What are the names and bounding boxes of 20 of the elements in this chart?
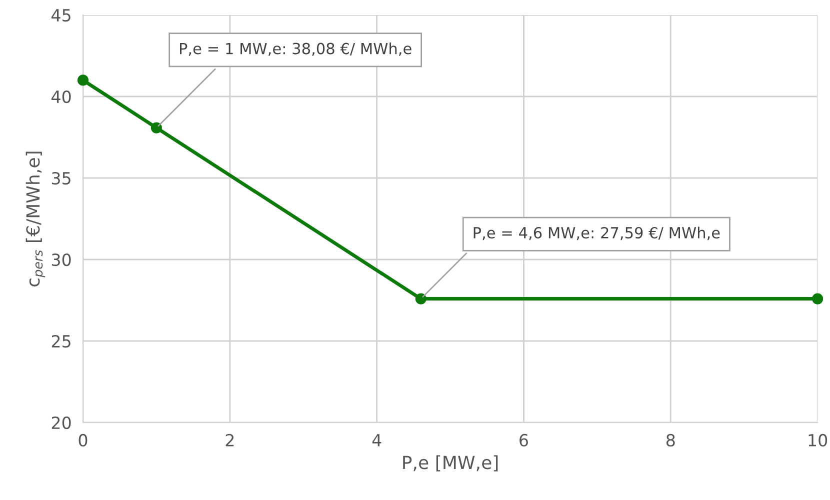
- x-tick-label: 6: [520, 434, 528, 447]
- x-tick-label: 2: [226, 434, 234, 446]
- y-tick-label: 35: [52, 172, 70, 185]
- x-tick-label: 0: [78, 434, 88, 447]
- x-tick-label: 4: [372, 434, 382, 446]
- y-axis-title: c$_{pers}$ [€/MWh,e]: [26, 152, 46, 286]
- point: [415, 293, 426, 304]
- point: [77, 74, 89, 86]
- annotation: P,e = 4,6 MW,e: 27,59 €/ MWh,e: [474, 226, 720, 240]
- annotation: P,e = 1 MW,e: 38,08 €/ MWh,e: [180, 42, 412, 56]
- y-tick-label: 45: [51, 9, 70, 22]
- y-tick-label: 20: [52, 416, 71, 430]
- point: [812, 293, 824, 304]
- x-tick-label: 8: [666, 434, 675, 447]
- y-tick-label: 30: [52, 253, 71, 266]
- x-axis-title: P,e [MW,e]: [403, 455, 498, 472]
- point: [150, 122, 162, 134]
- y-tick-label: 40: [51, 90, 71, 104]
- y-tick-label: 25: [52, 334, 70, 348]
- x-tick-label: 10: [808, 434, 828, 447]
